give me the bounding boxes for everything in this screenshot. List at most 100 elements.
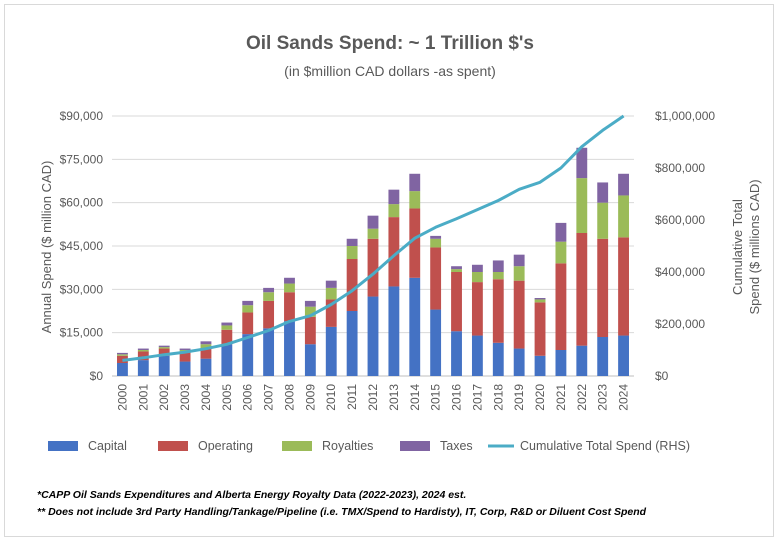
bar-royalties-2001 [137, 350, 149, 352]
bar-capital-2011 [346, 311, 358, 376]
bar-capital-2018 [492, 342, 504, 376]
x-tick-label-2023: 2023 [596, 384, 610, 411]
bar-royalties-2014 [409, 191, 421, 209]
bar-operating-2017 [471, 282, 483, 336]
bar-operating-2014 [409, 208, 421, 278]
bar-royalties-2018 [492, 272, 504, 280]
bar-capital-2004 [200, 358, 212, 376]
legend-swatch [400, 441, 430, 451]
bar-capital-2019 [513, 348, 525, 376]
bar-royalties-2005 [221, 325, 233, 330]
legend: Capital Operating Royalties Taxes Cumulative… [48, 439, 690, 453]
x-tick-label-2000: 2000 [115, 384, 129, 411]
chart-svg: $0 $15,000 $30,000 $45,000 $60,000 $75,000 $90… [39, 109, 762, 453]
bar-royalties-2019 [513, 266, 525, 281]
bar-capital-2007 [263, 328, 275, 376]
bar-capital-2023 [597, 337, 609, 376]
y2-tick-label: $0 [655, 369, 669, 383]
footnote-2: ** Does not include 3rd Party Handling/T… [37, 506, 647, 518]
y-tick-label: $30,000 [60, 282, 104, 296]
bar-operating-2006 [242, 312, 254, 335]
bar-capital-2000 [117, 363, 128, 376]
bar-taxes-2005 [221, 322, 233, 326]
bar-taxes-2001 [137, 348, 149, 350]
bar-capital-2010 [325, 326, 337, 376]
right-axis-ticks: $0 $200,000 $400,000 $600,000 $800,000 $1,000… [655, 109, 715, 383]
left-axis-ticks: $0 $15,000 $30,000 $45,000 $60,000 $75,000 $90… [60, 109, 104, 383]
bar-operating-2016 [451, 272, 462, 332]
bar-royalties-2020 [534, 299, 546, 303]
bar-capital-2024 [618, 335, 629, 376]
bar-royalties-2011 [346, 246, 358, 259]
bar-taxes-2021 [555, 222, 567, 242]
left-axis-label: Annual Spend ($ million CAD) [39, 161, 54, 334]
bar-royalties-2013 [388, 204, 400, 218]
bar-taxes-2018 [492, 260, 504, 272]
x-tick-label-2001: 2001 [136, 384, 150, 411]
bar-royalties-2004 [200, 344, 212, 349]
y-tick-label: $75,000 [60, 152, 104, 166]
bar-taxes-2004 [200, 341, 212, 345]
bar-capital-2020 [534, 355, 546, 376]
bar-operating-2023 [597, 238, 609, 337]
legend-label: Operating [198, 439, 253, 453]
bar-taxes-2010 [325, 280, 337, 288]
bar-capital-2001 [137, 360, 149, 376]
bar-operating-2015 [430, 247, 442, 310]
y2-tick-label: $200,000 [655, 317, 705, 331]
x-tick-label-2008: 2008 [283, 384, 297, 411]
bar-capital-2015 [430, 309, 442, 376]
bar-taxes-2017 [471, 264, 483, 272]
x-tick-label-2004: 2004 [199, 384, 213, 411]
bar-royalties-2023 [597, 202, 609, 239]
bar-taxes-2016 [451, 266, 462, 270]
bar-taxes-2024 [618, 173, 629, 196]
x-tick-label-2024: 2024 [617, 384, 631, 411]
bar-operating-2001 [137, 351, 149, 361]
bar-operating-2019 [513, 280, 525, 349]
bar-capital-2003 [179, 361, 191, 376]
footnote-1: *CAPP Oil Sands Expenditures and Alberta… [37, 489, 467, 501]
bar-operating-2024 [618, 237, 629, 336]
bar-operating-2011 [346, 259, 358, 311]
bar-royalties-2002 [158, 347, 170, 349]
bar-taxes-2008 [284, 277, 295, 284]
chart-subtitle: (in $million CAD dollars -as spent) [284, 63, 496, 79]
y2-tick-label: $600,000 [655, 213, 705, 227]
bar-capital-2002 [158, 355, 170, 376]
x-tick-label-2017: 2017 [470, 384, 484, 411]
bar-operating-2009 [304, 316, 316, 345]
bar-royalties-2009 [304, 306, 316, 317]
x-tick-label-2007: 2007 [262, 384, 276, 411]
legend-swatch [158, 441, 188, 451]
x-tick-label-2022: 2022 [575, 384, 589, 411]
bar-taxes-2009 [304, 300, 316, 307]
bar-taxes-2022 [576, 147, 588, 179]
chart-title: Oil Sands Spend: ~ 1 Trillion $'s [245, 33, 534, 54]
y-tick-label: $60,000 [60, 196, 104, 210]
bar-operating-2020 [534, 302, 546, 356]
bar-operating-2013 [388, 217, 400, 287]
x-tick-label-2014: 2014 [408, 384, 422, 411]
legend-label: Taxes [440, 439, 473, 453]
legend-label: Capital [88, 439, 127, 453]
bar-stacks [117, 147, 629, 376]
x-tick-label-2016: 2016 [450, 384, 464, 411]
x-tick-label-2002: 2002 [157, 384, 171, 411]
bar-capital-2014 [409, 277, 421, 376]
bar-taxes-2015 [430, 235, 442, 239]
x-tick-label-2019: 2019 [512, 384, 526, 411]
bar-capital-2006 [242, 334, 254, 376]
x-tick-label-2013: 2013 [387, 384, 401, 411]
bar-taxes-2007 [263, 287, 275, 293]
bar-operating-2012 [367, 238, 379, 297]
bar-operating-2002 [158, 348, 170, 356]
bar-royalties-2007 [263, 292, 275, 301]
bar-royalties-2000 [117, 354, 128, 356]
bar-taxes-2019 [513, 254, 525, 267]
bar-royalties-2010 [325, 287, 337, 300]
bar-operating-2005 [221, 329, 233, 345]
x-tick-label-2006: 2006 [241, 384, 255, 411]
bar-taxes-2020 [534, 298, 546, 300]
x-tick-label-2011: 2011 [345, 384, 359, 410]
